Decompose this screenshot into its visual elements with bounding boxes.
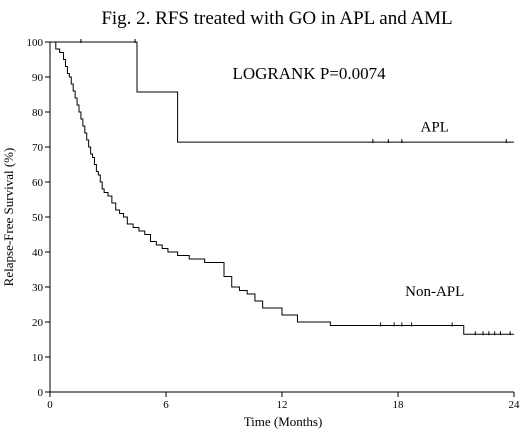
y-tick-label: 10: [32, 352, 44, 364]
series-label-non-apl: Non-APL: [405, 284, 464, 300]
series-layer: APL Non-APL: [50, 39, 514, 336]
series-non-apl: Non-APL: [50, 41, 514, 336]
series-line-apl: [50, 41, 514, 143]
series-label-apl: APL: [421, 119, 449, 135]
annotations: LOGRANK P=0.0074: [232, 64, 386, 83]
y-tick-label: 100: [27, 37, 44, 49]
y-tick-label: 70: [32, 142, 44, 154]
y-tick-label: 0: [38, 387, 44, 399]
x-tick-label: 12: [277, 399, 288, 411]
x-tick-label: 6: [163, 399, 169, 411]
chart-title: Fig. 2. RFS treated with GO in APL and A…: [101, 8, 452, 29]
x-tick-label: 18: [393, 399, 405, 411]
y-tick-label: 40: [32, 247, 44, 259]
x-ticks: 0 6 12 18 24: [47, 392, 520, 411]
y-axis-label: Relapse-Free Survival (%): [1, 148, 16, 287]
y-tick-label: 30: [32, 282, 44, 294]
series-apl: APL: [50, 39, 514, 144]
x-tick-label: 0: [47, 399, 53, 411]
y-tick-label: 80: [32, 107, 44, 119]
y-tick-label: 20: [32, 317, 44, 329]
y-tick-label: 50: [32, 212, 44, 224]
x-tick-label: 24: [509, 399, 520, 411]
logrank-annotation: LOGRANK P=0.0074: [232, 64, 386, 83]
y-tick-label: 90: [32, 72, 44, 84]
y-ticks: 0 10 20 30 40 50 60 70 80 90 100: [27, 37, 50, 399]
x-axis-label: Time (Months): [244, 414, 323, 429]
series-line-non-apl: [50, 41, 514, 335]
y-tick-label: 60: [32, 177, 44, 189]
